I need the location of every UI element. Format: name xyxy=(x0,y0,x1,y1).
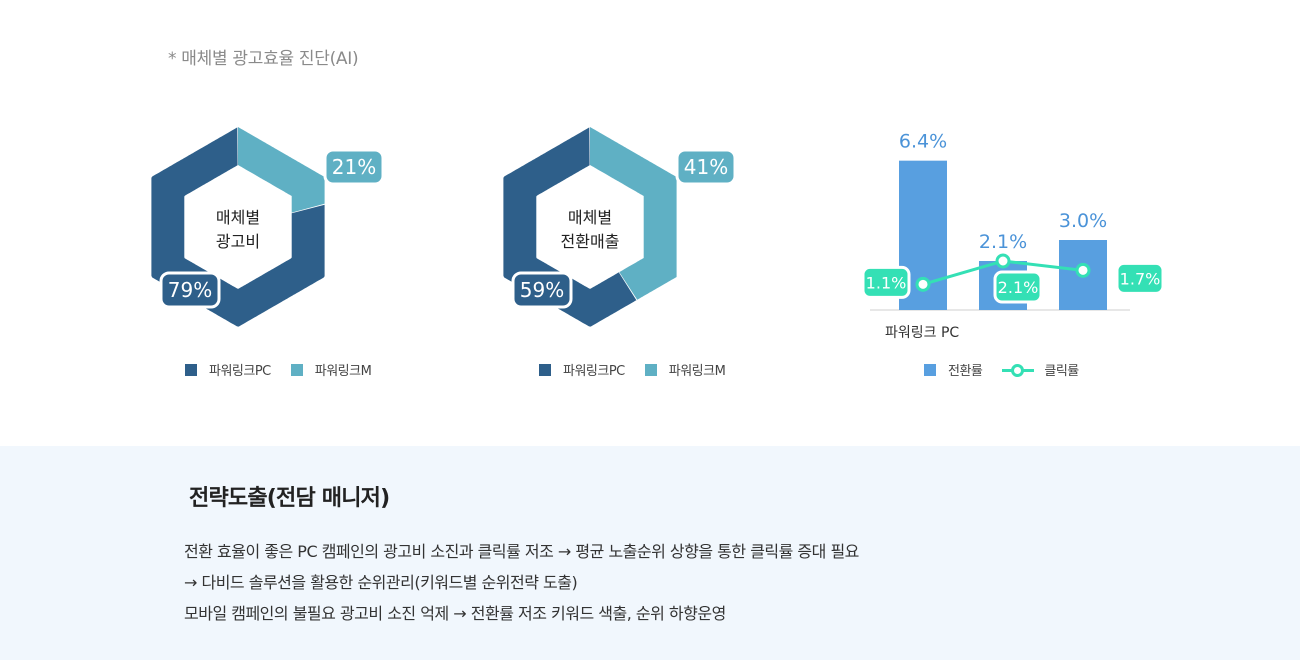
conversion-click-rate-chart: 6.4% 2.1% 3.0% 파워링크 PC 1.1% 2.1% 1.7% xyxy=(861,131,1165,341)
strategy-panel: 전략도출(전담 매니저) 전환 효율이 좋은 PC 캠페인의 광고비 소진과 클… xyxy=(0,446,1300,660)
line-point xyxy=(995,253,1011,269)
strategy-line: → 다비드 솔루션을 활용한 순위관리(키워드별 순위전략 도출) xyxy=(184,573,578,592)
legend-label: 파워링크M xyxy=(668,364,726,379)
legend-swatch-dark xyxy=(539,363,551,376)
value-badge xyxy=(511,271,573,309)
value-badge-label: 21% xyxy=(332,155,376,179)
strategy-line: 전환 효율이 좋은 PC 캠페인의 광고비 소진과 클릭률 저조 → 평균 노출… xyxy=(184,542,859,561)
category-label: 파워링크 PC xyxy=(885,325,959,341)
legend-label: 파워링크PC xyxy=(563,364,625,379)
strategy-title: 전략도출(전담 매니저) xyxy=(189,486,390,511)
line-value-badge xyxy=(1115,261,1165,295)
conversion-revenue-legend: 파워링크PC 파워링크M xyxy=(539,360,745,379)
donut-slice xyxy=(590,127,677,300)
legend-item-pc: 파워링크PC xyxy=(539,360,625,379)
donut-center-label: 전환매출 xyxy=(561,232,620,251)
strategy-line: 모바일 캠페인의 불필요 광고비 소진 억제 → 전환률 저조 키워드 색출, … xyxy=(184,604,726,623)
legend-swatch-light xyxy=(644,363,657,376)
value-badge xyxy=(675,148,737,186)
legend-item-conversion: 전환률 xyxy=(924,360,983,379)
legend-swatch-dark xyxy=(185,363,197,376)
strategy-lines: 전환 효율이 좋은 PC 캠페인의 광고비 소진과 클릭률 저조 → 평균 노출… xyxy=(184,536,859,629)
line-value-label: 1.1% xyxy=(866,273,907,292)
line-point xyxy=(1075,262,1091,278)
donut-slice xyxy=(238,127,325,213)
line-value-label: 1.7% xyxy=(1120,269,1161,288)
value-badge xyxy=(323,148,385,186)
line-value-badge xyxy=(993,270,1043,304)
legend-item-m: 파워링크M xyxy=(644,360,726,379)
legend-swatch-line xyxy=(1002,363,1035,377)
rate-chart-legend: 전환률 클릭률 xyxy=(924,360,1099,379)
legend-swatch-light xyxy=(290,363,303,376)
section-note: * 매체별 광고효율 진단(AI) xyxy=(168,49,359,69)
legend-item-click: 클릭률 xyxy=(1002,360,1079,379)
donut-center-label: 광고비 xyxy=(216,232,260,251)
legend-item-m: 파워링크M xyxy=(290,360,372,379)
donut-center-label: 매체별 xyxy=(216,208,260,227)
bar-value-label: 2.1% xyxy=(979,231,1027,253)
value-badge-label: 79% xyxy=(168,278,212,302)
legend-label: 파워링크PC xyxy=(209,364,271,379)
value-badge xyxy=(159,271,221,309)
value-badge-label: 59% xyxy=(520,278,564,302)
line-value-badge xyxy=(861,265,911,299)
bar-value-label: 6.4% xyxy=(899,131,947,153)
legend-swatch-bar xyxy=(924,363,936,376)
legend-label: 파워링크M xyxy=(314,364,372,379)
donut-center-label: 매체별 xyxy=(568,208,612,227)
legend-label: 클릭률 xyxy=(1044,364,1079,379)
line-value-label: 2.1% xyxy=(998,278,1039,297)
line-point xyxy=(915,276,931,292)
legend-item-pc: 파워링크PC xyxy=(185,360,271,379)
ad-spend-legend: 파워링크PC 파워링크M xyxy=(185,360,391,379)
value-badge-label: 41% xyxy=(684,155,728,179)
bar-value-label: 3.0% xyxy=(1059,210,1107,232)
legend-label: 전환률 xyxy=(948,364,983,379)
